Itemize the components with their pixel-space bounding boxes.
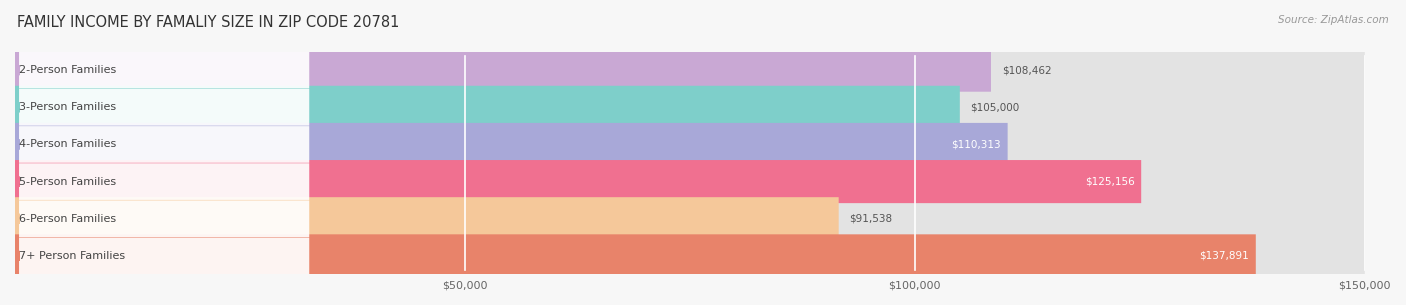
- FancyBboxPatch shape: [15, 48, 1365, 92]
- Text: $108,462: $108,462: [1002, 65, 1052, 75]
- FancyBboxPatch shape: [20, 238, 309, 274]
- FancyBboxPatch shape: [15, 197, 1365, 240]
- FancyBboxPatch shape: [15, 86, 960, 129]
- Text: $91,538: $91,538: [849, 214, 893, 224]
- FancyBboxPatch shape: [20, 200, 309, 237]
- FancyBboxPatch shape: [15, 123, 1365, 166]
- Text: 6-Person Families: 6-Person Families: [20, 214, 117, 224]
- Text: $137,891: $137,891: [1199, 251, 1249, 261]
- Text: 5-Person Families: 5-Person Families: [20, 177, 117, 187]
- FancyBboxPatch shape: [15, 160, 1365, 203]
- FancyBboxPatch shape: [20, 163, 309, 200]
- Text: $125,156: $125,156: [1084, 177, 1135, 187]
- FancyBboxPatch shape: [15, 123, 1008, 166]
- FancyBboxPatch shape: [20, 52, 309, 88]
- Text: 4-Person Families: 4-Person Families: [20, 139, 117, 149]
- FancyBboxPatch shape: [20, 126, 309, 163]
- Text: 3-Person Families: 3-Person Families: [20, 102, 117, 112]
- FancyBboxPatch shape: [15, 160, 1142, 203]
- Text: 2-Person Families: 2-Person Families: [20, 65, 117, 75]
- FancyBboxPatch shape: [15, 197, 839, 240]
- Text: FAMILY INCOME BY FAMALIY SIZE IN ZIP CODE 20781: FAMILY INCOME BY FAMALIY SIZE IN ZIP COD…: [17, 15, 399, 30]
- FancyBboxPatch shape: [20, 89, 309, 126]
- FancyBboxPatch shape: [15, 234, 1256, 278]
- Text: Source: ZipAtlas.com: Source: ZipAtlas.com: [1278, 15, 1389, 25]
- Text: 7+ Person Families: 7+ Person Families: [20, 251, 125, 261]
- Text: $105,000: $105,000: [970, 102, 1019, 112]
- FancyBboxPatch shape: [15, 48, 991, 92]
- FancyBboxPatch shape: [15, 86, 1365, 129]
- FancyBboxPatch shape: [15, 234, 1365, 278]
- Text: $110,313: $110,313: [952, 139, 1001, 149]
